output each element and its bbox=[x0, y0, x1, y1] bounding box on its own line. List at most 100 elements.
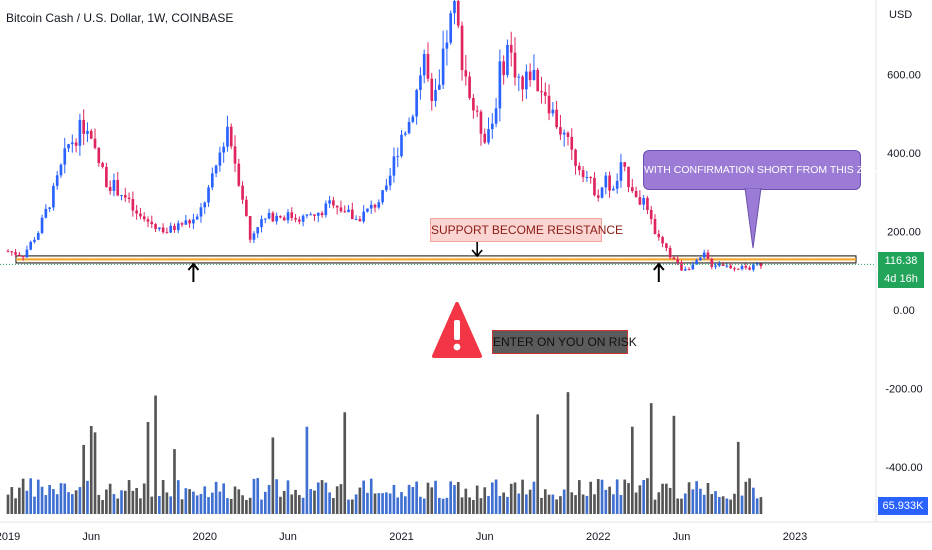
volume-bar bbox=[222, 483, 225, 514]
volume-bar bbox=[25, 490, 29, 514]
candle-body bbox=[10, 251, 14, 253]
candle-body bbox=[18, 254, 21, 256]
volume-bar bbox=[233, 486, 237, 514]
volume-bar bbox=[120, 490, 123, 514]
candle-body bbox=[248, 216, 252, 240]
candle-body bbox=[668, 247, 672, 258]
y-tick-label: -400.00 bbox=[885, 462, 922, 474]
candle-body bbox=[294, 217, 297, 220]
volume-bar bbox=[475, 485, 479, 514]
volume-bar bbox=[309, 489, 313, 514]
candle-body bbox=[718, 263, 721, 266]
volume-bar bbox=[430, 487, 434, 514]
candle-body bbox=[93, 138, 97, 148]
candle-body bbox=[328, 200, 331, 204]
candle-body bbox=[634, 191, 638, 198]
current-price-badge: 116.38 4d 16h bbox=[878, 252, 924, 288]
volume-bar bbox=[721, 496, 725, 514]
volume-bar bbox=[188, 489, 191, 514]
candle-body bbox=[755, 263, 759, 265]
candle-body bbox=[210, 173, 214, 188]
candle-body bbox=[67, 144, 70, 149]
volume-bar bbox=[502, 492, 505, 514]
volume-bar bbox=[472, 499, 475, 514]
volume-bar bbox=[33, 496, 36, 514]
volume-bar bbox=[453, 485, 456, 514]
candle-body bbox=[623, 162, 627, 167]
volume-bar bbox=[82, 444, 85, 514]
volume-bar bbox=[600, 479, 604, 514]
candle-body bbox=[566, 132, 570, 137]
volume-bar bbox=[173, 449, 176, 514]
candle-body bbox=[665, 243, 668, 248]
volume-bar bbox=[207, 497, 210, 514]
volume-bar bbox=[733, 493, 736, 514]
candle-body bbox=[422, 53, 426, 76]
candle-body bbox=[683, 269, 687, 271]
volume-bar bbox=[619, 494, 623, 514]
volume-bar bbox=[154, 395, 157, 514]
volume-bar bbox=[699, 488, 702, 514]
candle-body bbox=[332, 200, 335, 206]
candle-body bbox=[97, 147, 101, 164]
volume-bar bbox=[158, 495, 161, 514]
candle-body bbox=[456, 0, 460, 26]
candle-body bbox=[589, 176, 593, 178]
candle-body bbox=[188, 220, 191, 224]
candle-body bbox=[203, 202, 207, 208]
volume-bar bbox=[683, 493, 687, 514]
candle-body bbox=[55, 175, 59, 186]
candle-body bbox=[487, 129, 490, 143]
volume-bar bbox=[381, 493, 384, 514]
volume-bar bbox=[245, 499, 248, 514]
candle-body bbox=[237, 163, 241, 186]
volume-bar bbox=[638, 485, 642, 514]
volume-bar bbox=[36, 479, 40, 514]
candle-body bbox=[672, 257, 676, 260]
volume-bar bbox=[748, 478, 751, 514]
candle-body bbox=[286, 212, 290, 221]
candle-body bbox=[108, 186, 112, 191]
volume-bar bbox=[449, 481, 453, 514]
callout-pointer bbox=[744, 188, 762, 249]
candle-body bbox=[127, 197, 131, 200]
volume-bar bbox=[101, 499, 104, 514]
volume-bar bbox=[445, 497, 449, 514]
candle-body bbox=[176, 223, 180, 231]
candle-body bbox=[733, 268, 736, 270]
candle-body bbox=[29, 241, 33, 250]
candle-body bbox=[226, 126, 229, 147]
y-tick-label: 200.00 bbox=[887, 227, 921, 239]
volume-bar bbox=[718, 497, 721, 514]
volume-bar bbox=[630, 426, 634, 514]
candle-body bbox=[123, 195, 127, 198]
candle-body bbox=[25, 249, 29, 258]
volume-bar bbox=[434, 480, 437, 514]
candle-body bbox=[653, 219, 657, 234]
volume-bar bbox=[6, 494, 10, 514]
candle-body bbox=[475, 110, 479, 112]
candle-body bbox=[479, 111, 483, 134]
candle-body bbox=[282, 217, 286, 221]
volume-bar bbox=[142, 483, 146, 514]
volume-bar bbox=[267, 485, 271, 514]
volume-bar bbox=[373, 493, 377, 514]
candle-body bbox=[339, 207, 343, 212]
candle-body bbox=[543, 91, 547, 96]
volume-bar bbox=[665, 483, 668, 514]
volume-bar bbox=[362, 480, 365, 514]
candle-body bbox=[596, 195, 600, 198]
candle-body bbox=[335, 205, 339, 208]
candle-body bbox=[736, 268, 740, 270]
candle-body bbox=[612, 188, 615, 191]
volume-bar bbox=[74, 490, 78, 514]
candle-body bbox=[63, 148, 67, 165]
candle-body bbox=[241, 185, 244, 200]
volume-bar bbox=[332, 498, 335, 514]
volume-bar bbox=[498, 495, 502, 514]
volume-bar bbox=[108, 483, 112, 514]
volume-bar bbox=[612, 494, 615, 514]
candle-body bbox=[752, 264, 755, 270]
volume-bar bbox=[263, 491, 267, 514]
